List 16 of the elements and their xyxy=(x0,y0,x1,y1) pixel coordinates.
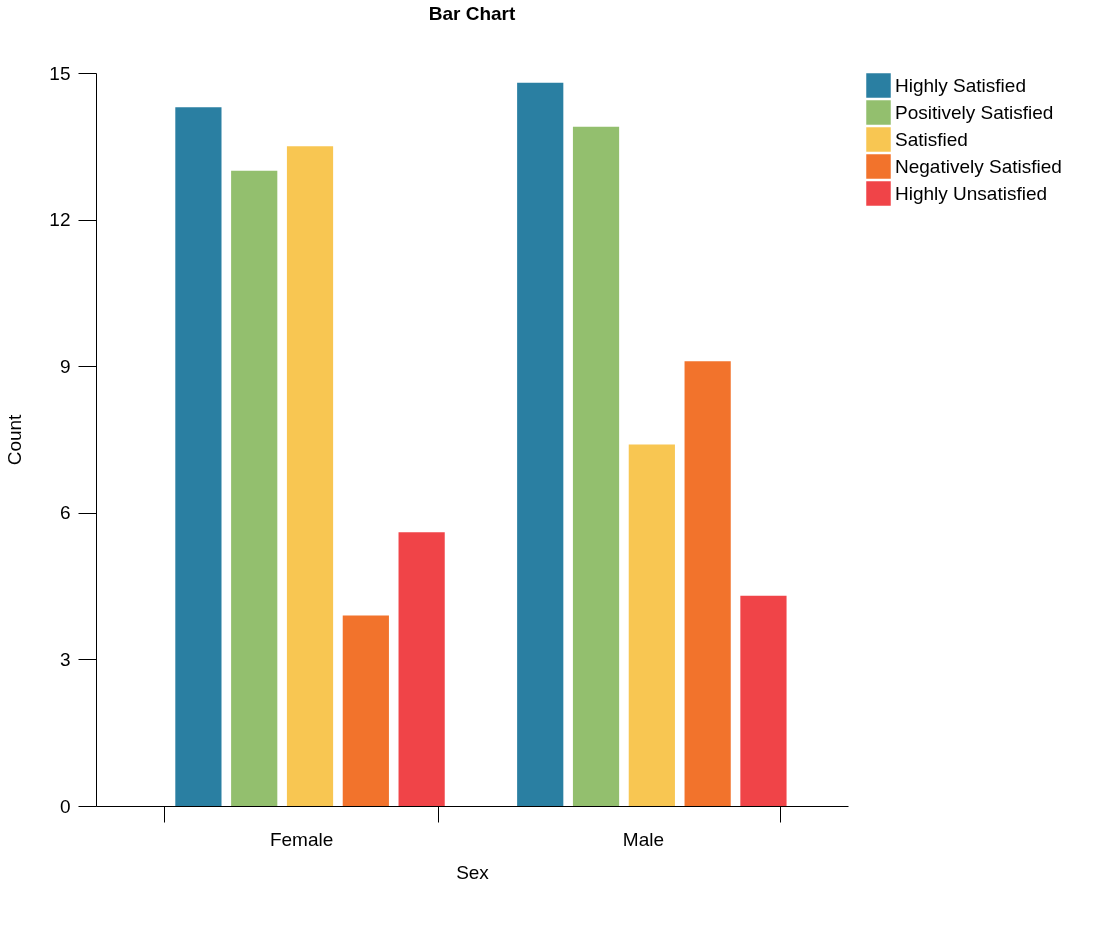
legend-label: Positively Satisfied xyxy=(895,101,1054,123)
y-tick-label: 0 xyxy=(59,795,71,817)
chart-title: Bar Chart xyxy=(428,3,516,24)
legend-label: Highly Satisfied xyxy=(895,74,1026,96)
y-tick-label: 6 xyxy=(59,502,71,524)
x-axis-title: Sex xyxy=(456,861,490,883)
y-axis-title: Count xyxy=(4,413,26,466)
x-tick-label: Male xyxy=(622,828,664,850)
y-tick-label: 9 xyxy=(59,355,71,377)
y-tick-label: 3 xyxy=(59,648,71,670)
x-tick-label: Female xyxy=(269,828,334,850)
y-tick-label: 12 xyxy=(49,209,71,231)
y-tick-label: 15 xyxy=(49,62,71,84)
legend-label: Highly Unsatisfied xyxy=(895,182,1048,204)
legend-label: Satisfied xyxy=(895,128,968,150)
legend-label: Negatively Satisfied xyxy=(895,155,1062,177)
